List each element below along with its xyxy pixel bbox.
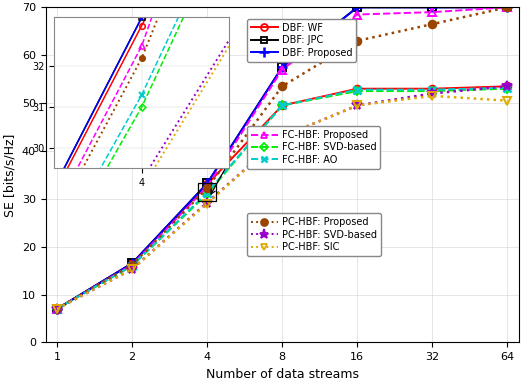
X-axis label: Number of data streams: Number of data streams — [206, 367, 359, 381]
Bar — [198, 184, 216, 201]
Y-axis label: SE [bits/s/Hz]: SE [bits/s/Hz] — [3, 133, 16, 217]
Legend: PC-HBF: Proposed, PC-HBF: SVD-based, PC-HBF: SIC: PC-HBF: Proposed, PC-HBF: SVD-based, PC-… — [247, 213, 381, 256]
